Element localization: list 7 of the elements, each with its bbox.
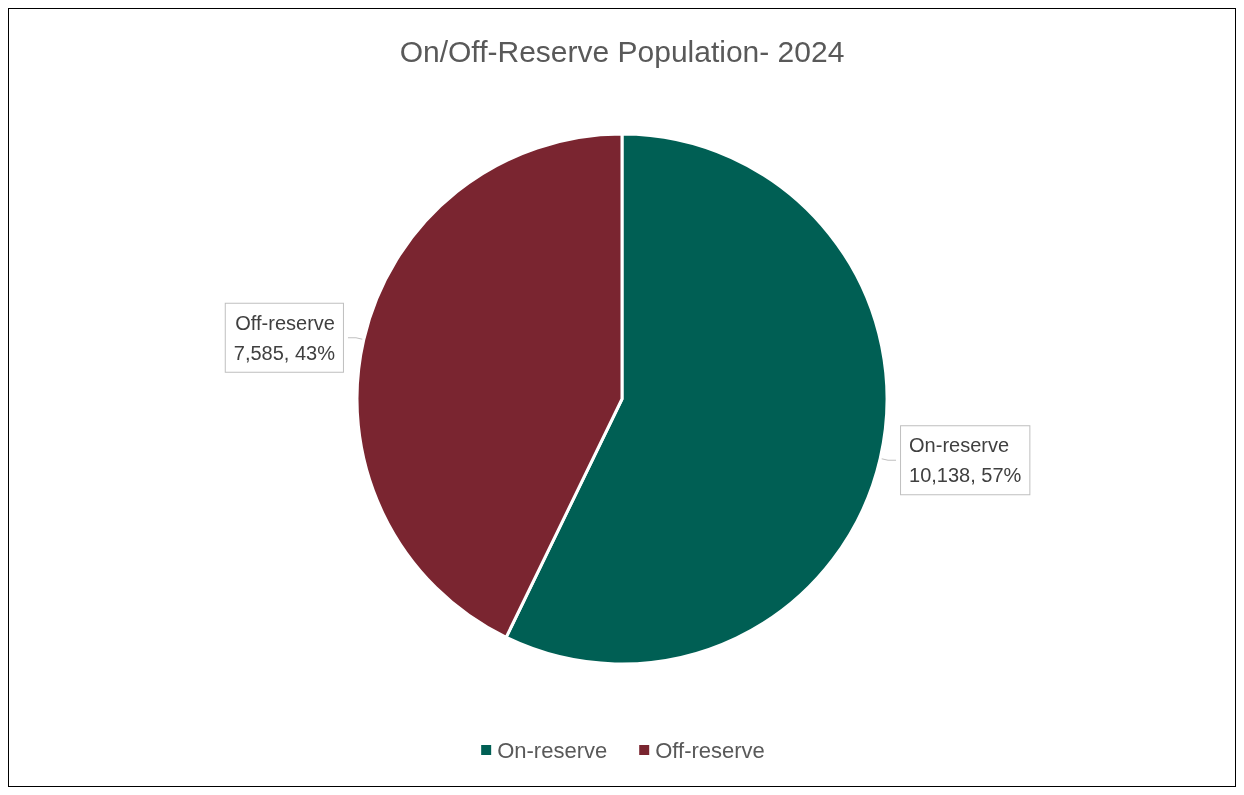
data-label: 7,585, 43% (233, 341, 336, 364)
chart-title: On/Off-Reserve Population- 2024 (399, 34, 845, 68)
slice-label: On-reserve (909, 434, 1010, 457)
data-label: 10,138, 57% (909, 464, 1022, 487)
legend-label: On-reserve (497, 737, 608, 763)
legend-label: Off-reserve (655, 737, 765, 763)
slice-label: Off-reserve (235, 311, 335, 334)
